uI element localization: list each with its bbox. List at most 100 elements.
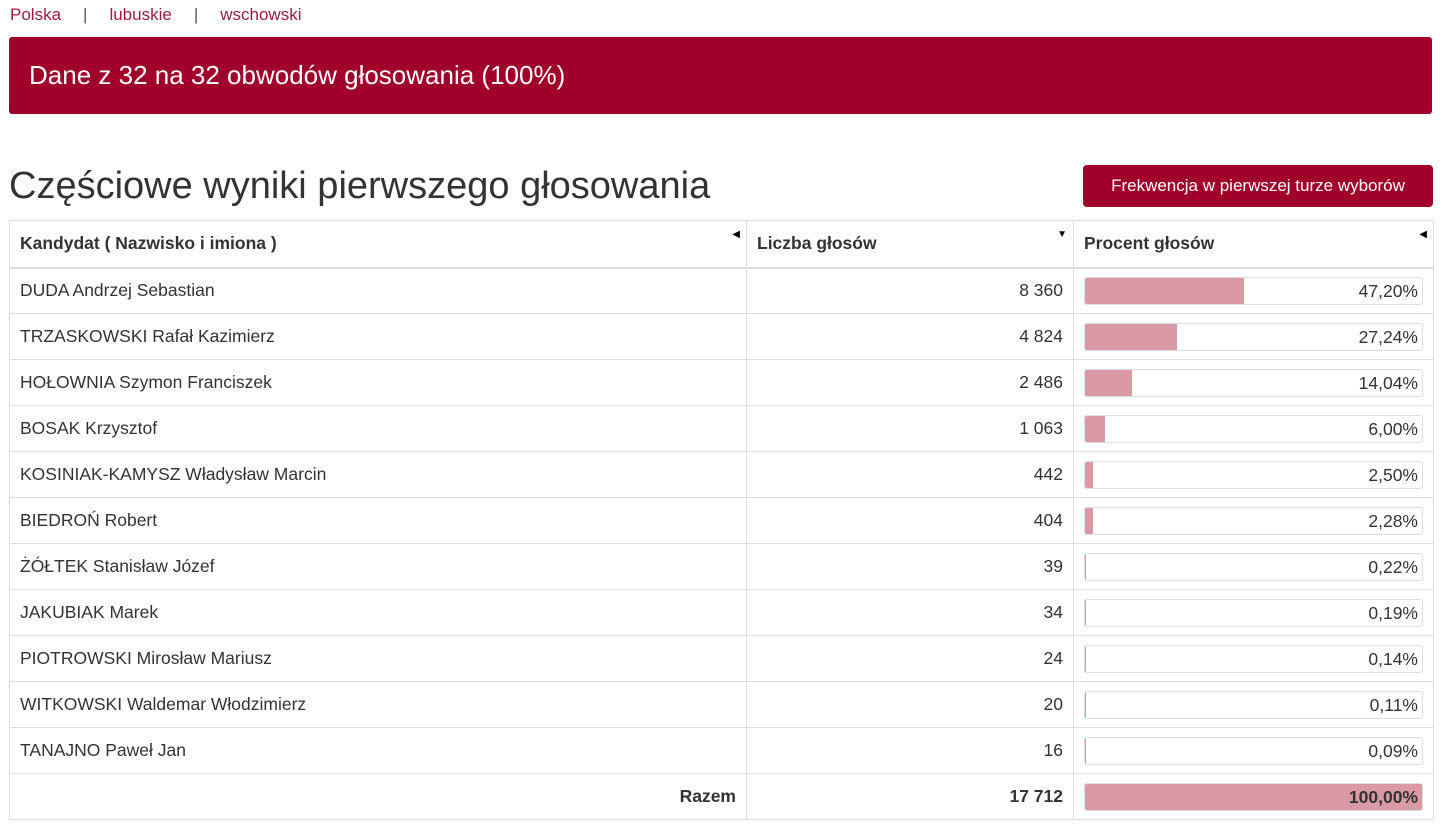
percent-label: 0,22% [1368, 556, 1418, 577]
candidate-name: BIEDROŃ Robert [9, 497, 747, 544]
results-table: Kandydat ( Nazwisko i imiona ) ◀ Liczba g… [9, 220, 1434, 820]
candidate-name: JAKUBIAK Marek [9, 589, 747, 636]
percent-label: 0,19% [1368, 602, 1418, 623]
table-row: JAKUBIAK Marek 34 0,19% [9, 589, 1434, 636]
percent-cell: 6,00% [1073, 405, 1434, 452]
percent-cell: 0,11% [1073, 681, 1434, 728]
vote-count: 16 [746, 727, 1074, 774]
breadcrumb-link-county[interactable]: wschowski [220, 5, 302, 24]
percent-bar-fill [1085, 415, 1106, 442]
percent-bar: 0,09% [1084, 736, 1423, 765]
page-title: Częściowe wyniki pierwszego głosowania [9, 165, 711, 207]
turnout-button[interactable]: Frekwencja w pierwszej turze wyborów [1083, 165, 1433, 207]
percent-label: 100,00% [1348, 786, 1418, 807]
candidate-name: PIOTROWSKI Mirosław Mariusz [9, 635, 747, 682]
table-row: KOSINIAK-KAMYSZ Władysław Marcin 442 2,50% [9, 451, 1434, 498]
percent-cell: 0,09% [1073, 727, 1434, 774]
percent-bar: 0,19% [1084, 598, 1423, 627]
table-row: TRZASKOWSKI Rafał Kazimierz 4 824 27,24% [9, 313, 1434, 360]
percent-bar: 2,28% [1084, 506, 1423, 535]
percent-label: 0,11% [1369, 694, 1418, 715]
breadcrumb-link-country[interactable]: Polska [10, 5, 62, 24]
percent-cell: 2,50% [1073, 451, 1434, 498]
percent-bar-fill [1085, 323, 1177, 350]
table-row: PIOTROWSKI Mirosław Mariusz 24 0,14% [9, 635, 1434, 682]
total-votes: 17 712 [746, 773, 1074, 820]
percent-bar-fill [1085, 461, 1094, 488]
breadcrumb-separator: | [83, 5, 88, 24]
percent-label: 2,50% [1368, 464, 1418, 485]
table-header-row: Kandydat ( Nazwisko i imiona ) ◀ Liczba g… [9, 220, 1434, 269]
percent-label: 47,20% [1358, 280, 1418, 301]
header-percent[interactable]: Procent głosów ◀ [1073, 220, 1434, 269]
table-row: DUDA Andrzej Sebastian 8 360 47,20% [9, 267, 1434, 314]
sort-down-icon: ▼ [1057, 229, 1067, 240]
vote-count: 2 486 [746, 359, 1074, 406]
percent-cell: 0,14% [1073, 635, 1434, 682]
percent-bar: 14,04% [1084, 368, 1423, 397]
districts-banner: Dane z 32 na 32 obwodów głosowania (100%… [9, 37, 1432, 114]
percent-bar-fill [1085, 507, 1093, 534]
table-row: TANAJNO Paweł Jan 16 0,09% [9, 727, 1434, 774]
header-votes-label: Liczba głosów [757, 233, 877, 254]
header-votes[interactable]: Liczba głosów ▼ [746, 220, 1074, 269]
percent-bar-fill [1085, 369, 1133, 396]
percent-label: 0,09% [1368, 740, 1418, 761]
table-row: HOŁOWNIA Szymon Franciszek 2 486 14,04% [9, 359, 1434, 406]
table-row: BOSAK Krzysztof 1 063 6,00% [9, 405, 1434, 452]
vote-count: 20 [746, 681, 1074, 728]
table-row: ŻÓŁTEK Stanisław Józef 39 0,22% [9, 543, 1434, 590]
percent-cell: 100,00% [1073, 773, 1434, 820]
percent-bar: 2,50% [1084, 460, 1423, 489]
percent-cell: 0,22% [1073, 543, 1434, 590]
percent-label: 27,24% [1358, 326, 1418, 347]
percent-cell: 2,28% [1073, 497, 1434, 544]
percent-cell: 14,04% [1073, 359, 1434, 406]
candidate-name: DUDA Andrzej Sebastian [9, 267, 747, 314]
breadcrumb: Polska | lubuskie | wschowski [10, 4, 302, 26]
percent-bar: 27,24% [1084, 322, 1423, 351]
percent-bar: 0,14% [1084, 644, 1423, 673]
table-row: WITKOWSKI Waldemar Włodzimierz 20 0,11% [9, 681, 1434, 728]
candidate-name: TANAJNO Paweł Jan [9, 727, 747, 774]
candidate-name: BOSAK Krzysztof [9, 405, 747, 452]
vote-count: 39 [746, 543, 1074, 590]
total-label: Razem [9, 773, 747, 820]
percent-bar-fill [1085, 599, 1086, 626]
percent-label: 2,28% [1368, 510, 1418, 531]
vote-count: 4 824 [746, 313, 1074, 360]
percent-cell: 27,24% [1073, 313, 1434, 360]
percent-label: 6,00% [1368, 418, 1418, 439]
breadcrumb-link-voivodeship[interactable]: lubuskie [109, 5, 172, 24]
header-percent-label: Procent głosów [1084, 233, 1215, 254]
vote-count: 1 063 [746, 405, 1074, 452]
percent-label: 0,14% [1368, 648, 1418, 669]
percent-bar: 6,00% [1084, 414, 1423, 443]
total-row: Razem 17 712 100,00% [9, 773, 1434, 820]
percent-bar: 100,00% [1084, 782, 1423, 811]
percent-bar-fill [1085, 277, 1245, 304]
percent-bar: 0,11% [1084, 690, 1423, 719]
vote-count: 404 [746, 497, 1074, 544]
candidate-name: HOŁOWNIA Szymon Franciszek [9, 359, 747, 406]
vote-count: 24 [746, 635, 1074, 682]
breadcrumb-separator: | [193, 5, 199, 24]
percent-bar-fill [1085, 783, 1422, 810]
candidate-name: WITKOWSKI Waldemar Włodzimierz [9, 681, 747, 728]
sort-left-icon: ◀ [1419, 229, 1427, 240]
candidate-name: KOSINIAK-KAMYSZ Władysław Marcin [9, 451, 747, 498]
vote-count: 34 [746, 589, 1074, 636]
percent-cell: 0,19% [1073, 589, 1434, 636]
header-candidate-label: Kandydat ( Nazwisko i imiona ) [20, 233, 277, 254]
percent-bar-fill [1085, 553, 1086, 580]
header-candidate[interactable]: Kandydat ( Nazwisko i imiona ) ◀ [9, 220, 747, 269]
candidate-name: TRZASKOWSKI Rafał Kazimierz [9, 313, 747, 360]
candidate-name: ŻÓŁTEK Stanisław Józef [9, 543, 747, 590]
sort-left-icon: ◀ [732, 229, 740, 240]
vote-count: 442 [746, 451, 1074, 498]
percent-bar: 47,20% [1084, 276, 1423, 305]
percent-cell: 47,20% [1073, 267, 1434, 314]
percent-bar: 0,22% [1084, 552, 1423, 581]
table-row: BIEDROŃ Robert 404 2,28% [9, 497, 1434, 544]
percent-label: 14,04% [1358, 372, 1418, 393]
